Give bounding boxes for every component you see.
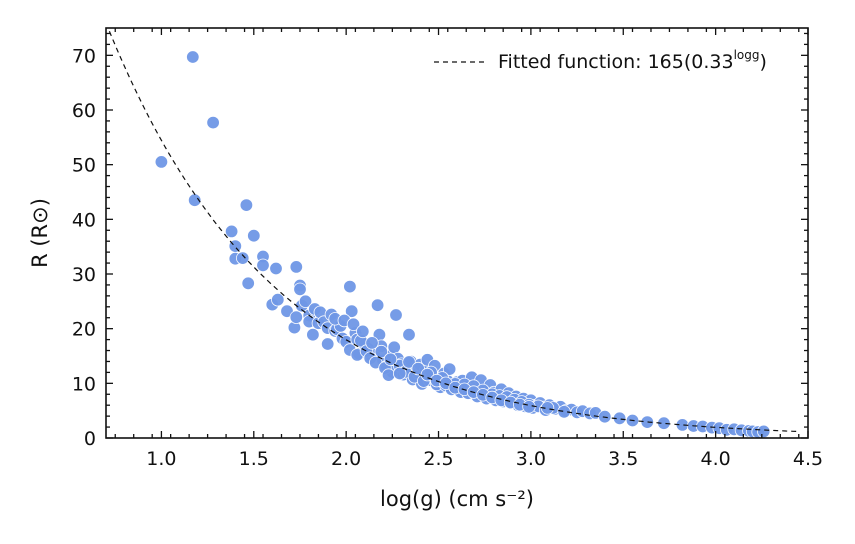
data-point (383, 352, 398, 367)
data-point (442, 362, 457, 376)
x-tick-label: 2.5 (423, 448, 453, 470)
data-point (402, 355, 416, 369)
data-point (757, 424, 771, 438)
data-point (247, 228, 261, 243)
data-point (271, 293, 285, 307)
data-point (280, 304, 294, 318)
data-point (154, 155, 169, 169)
data-point (224, 224, 239, 239)
x-axis-label: log(g) (cm s⁻²) (380, 487, 534, 511)
data-point (381, 368, 396, 382)
data-point (256, 258, 270, 273)
data-point (420, 367, 435, 382)
legend: Fitted function: 165(0.33logg) (434, 48, 767, 73)
x-tick-label: 2.0 (331, 448, 361, 470)
data-point (393, 366, 407, 381)
data-point (365, 336, 379, 350)
data-point (343, 279, 357, 294)
data-point (293, 282, 307, 297)
y-tick-label: 40 (72, 209, 96, 231)
data-point (298, 294, 313, 309)
y-tick-label: 60 (72, 100, 96, 122)
y-tick-label: 30 (72, 264, 96, 286)
data-point (402, 328, 416, 342)
x-tick-label: 4.5 (793, 448, 823, 470)
data-point (186, 50, 200, 64)
data-point (640, 415, 655, 429)
data-point (557, 405, 571, 419)
data-point (389, 308, 403, 322)
data-point (387, 340, 401, 355)
data-point (345, 304, 359, 318)
data-point (346, 317, 361, 332)
data-point (522, 400, 536, 414)
y-axis-label: R (R⊙) (28, 198, 52, 268)
data-point (370, 298, 385, 312)
legend-label: Fitted function: 165(0.33logg) (498, 48, 767, 73)
y-tick-label: 10 (72, 373, 96, 395)
data-point (289, 260, 304, 274)
data-point (235, 251, 250, 265)
x-tick-label: 1.0 (146, 448, 176, 470)
data-point (289, 310, 304, 324)
data-point (356, 324, 370, 339)
x-tick-label: 3.5 (608, 448, 638, 470)
x-tick-label: 4.0 (701, 448, 731, 470)
y-tick-label: 20 (72, 319, 96, 341)
y-tick-label: 50 (72, 155, 96, 177)
data-point (241, 276, 255, 291)
data-point (206, 115, 220, 130)
data-point (269, 261, 283, 276)
data-point (239, 198, 254, 212)
x-tick-label: 1.5 (239, 448, 269, 470)
y-tick-label: 70 (72, 45, 96, 67)
x-tick-label: 3.0 (516, 448, 546, 470)
plot-frame (105, 27, 809, 439)
y-tick-label: 0 (84, 428, 96, 450)
data-point (321, 337, 335, 351)
data-point (306, 328, 320, 342)
fitted-function-curve (107, 28, 797, 432)
